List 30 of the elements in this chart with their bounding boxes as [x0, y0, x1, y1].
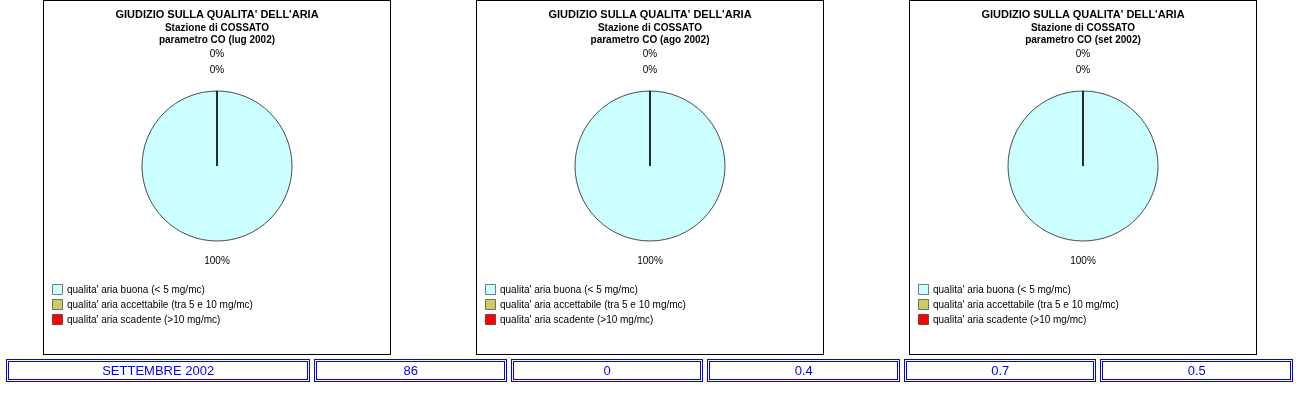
text: 0.7 [903, 359, 1097, 382]
text: 0% [209, 64, 224, 75]
legend-label: qualita' aria scadente (>10 mg/mc) [499, 313, 653, 325]
text: 0% [642, 64, 657, 75]
chart-title: GIUDIZIO SULLA QUALITA' DELL'ARIA [980, 8, 1185, 20]
chart-subtitle: Stazione di COSSATO parametro CO (lug 2002) [158, 22, 275, 45]
legend-label: qualita' aria accettabile (tra 5 e 10 mg/mc) [499, 298, 686, 310]
data-label: 100% [203, 255, 230, 266]
data-label: 100% [1069, 255, 1096, 266]
text: 0% [642, 48, 657, 59]
legend-label: qualita' aria scadente (>10 mg/mc) [66, 313, 220, 325]
legend-label: qualita' aria accettabile (tra 5 e 10 mg/mc) [66, 298, 253, 310]
text: 86 [314, 359, 507, 382]
legend-label: qualita' aria accettabile (tra 5 e 10 mg/mc) [932, 298, 1119, 310]
text: 0.4 [707, 359, 900, 382]
legend-label: qualita' aria buona (< 5 mg/mc) [499, 283, 638, 295]
legend-label: qualita' aria scadente (>10 mg/mc) [932, 313, 1086, 325]
text: 0% [209, 48, 224, 59]
text: 0% [1075, 64, 1090, 75]
text: SETTEMBRE 2002 [6, 359, 311, 382]
chart-subtitle: Stazione di COSSATO parametro CO (set 2002) [1024, 22, 1141, 45]
chart-title: GIUDIZIO SULLA QUALITA' DELL'ARIA [547, 8, 752, 20]
data-label: 100% [636, 255, 663, 266]
text: 0 [510, 359, 704, 382]
text: 0.5 [1100, 359, 1293, 382]
chart-subtitle: Stazione di COSSATO parametro CO (ago 2002) [590, 22, 709, 45]
legend-label: qualita' aria buona (< 5 mg/mc) [932, 283, 1071, 295]
chart-title: GIUDIZIO SULLA QUALITA' DELL'ARIA [114, 8, 319, 20]
legend-label: qualita' aria buona (< 5 mg/mc) [66, 283, 205, 295]
text: 0% [1075, 48, 1090, 59]
